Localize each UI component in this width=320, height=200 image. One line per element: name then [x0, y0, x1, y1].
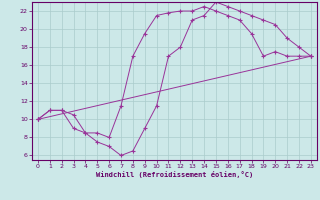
X-axis label: Windchill (Refroidissement éolien,°C): Windchill (Refroidissement éolien,°C)	[96, 171, 253, 178]
